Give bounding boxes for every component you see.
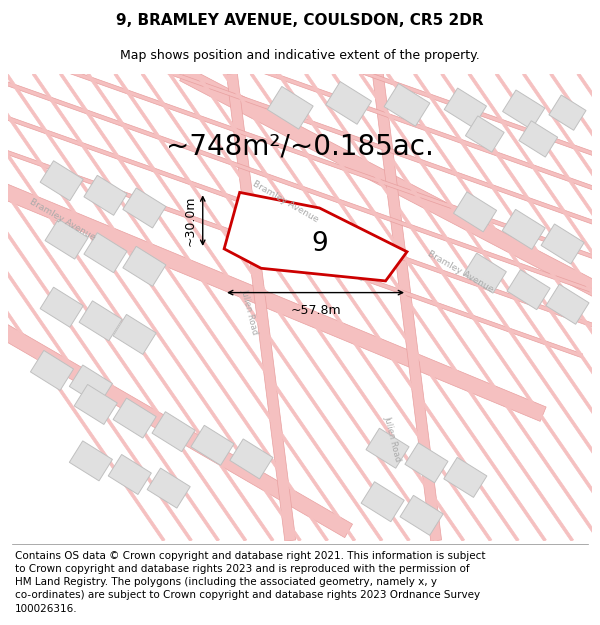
Polygon shape xyxy=(32,73,356,541)
Polygon shape xyxy=(0,72,600,299)
Polygon shape xyxy=(384,84,430,126)
Polygon shape xyxy=(444,458,487,498)
Polygon shape xyxy=(123,246,166,286)
Polygon shape xyxy=(541,224,584,264)
Polygon shape xyxy=(286,222,333,266)
Polygon shape xyxy=(0,174,546,421)
Polygon shape xyxy=(361,482,404,522)
Polygon shape xyxy=(5,73,328,541)
Polygon shape xyxy=(0,42,600,270)
Polygon shape xyxy=(550,73,600,541)
Polygon shape xyxy=(230,439,273,479)
Polygon shape xyxy=(84,232,127,272)
Text: Julien Road: Julien Road xyxy=(383,414,403,462)
Polygon shape xyxy=(87,73,410,541)
Polygon shape xyxy=(114,73,437,541)
Text: Julien Road: Julien Road xyxy=(239,288,260,336)
Polygon shape xyxy=(468,73,600,541)
Polygon shape xyxy=(386,73,600,541)
Polygon shape xyxy=(224,192,407,281)
Polygon shape xyxy=(519,121,557,157)
Polygon shape xyxy=(113,398,156,438)
Polygon shape xyxy=(405,442,448,483)
Polygon shape xyxy=(495,73,600,541)
Polygon shape xyxy=(84,176,127,216)
Polygon shape xyxy=(8,14,600,241)
Text: ~57.8m: ~57.8m xyxy=(290,304,341,318)
Polygon shape xyxy=(123,188,166,228)
Text: 9: 9 xyxy=(311,231,328,257)
Polygon shape xyxy=(40,161,83,201)
Polygon shape xyxy=(0,101,598,329)
Polygon shape xyxy=(45,219,88,259)
Polygon shape xyxy=(466,116,504,152)
Polygon shape xyxy=(0,73,220,541)
Polygon shape xyxy=(31,351,74,391)
Polygon shape xyxy=(152,412,195,452)
Polygon shape xyxy=(268,86,313,129)
Polygon shape xyxy=(79,301,122,341)
Polygon shape xyxy=(330,236,377,281)
Polygon shape xyxy=(0,73,165,541)
Polygon shape xyxy=(549,95,586,130)
Polygon shape xyxy=(444,88,487,127)
Text: Bramley Avenue: Bramley Avenue xyxy=(251,179,320,224)
Polygon shape xyxy=(277,73,600,541)
Text: Bramley Avenue: Bramley Avenue xyxy=(427,249,496,294)
Polygon shape xyxy=(196,73,519,541)
Text: Bramley Avenue: Bramley Avenue xyxy=(28,197,97,242)
Text: Map shows position and indicative extent of the property.: Map shows position and indicative extent… xyxy=(120,49,480,62)
Text: 9, BRAMLEY AVENUE, COULSDON, CR5 2DR: 9, BRAMLEY AVENUE, COULSDON, CR5 2DR xyxy=(116,13,484,28)
Polygon shape xyxy=(463,253,506,293)
Polygon shape xyxy=(59,73,383,541)
Polygon shape xyxy=(454,192,497,232)
Polygon shape xyxy=(0,130,583,358)
Polygon shape xyxy=(366,428,409,468)
Polygon shape xyxy=(546,284,589,324)
Polygon shape xyxy=(70,441,112,481)
Polygon shape xyxy=(227,73,296,541)
Text: ~30.0m: ~30.0m xyxy=(184,196,197,246)
Polygon shape xyxy=(223,73,547,541)
Polygon shape xyxy=(0,310,353,538)
Polygon shape xyxy=(400,496,443,536)
Polygon shape xyxy=(523,73,600,541)
Polygon shape xyxy=(305,73,600,541)
Polygon shape xyxy=(113,314,156,354)
Polygon shape xyxy=(577,73,600,541)
Polygon shape xyxy=(147,468,190,508)
Polygon shape xyxy=(40,287,83,328)
Polygon shape xyxy=(373,73,442,541)
Polygon shape xyxy=(141,73,464,541)
Polygon shape xyxy=(326,82,371,124)
Polygon shape xyxy=(179,67,600,304)
Polygon shape xyxy=(413,73,600,541)
Polygon shape xyxy=(441,73,600,541)
Polygon shape xyxy=(37,0,600,182)
Polygon shape xyxy=(169,73,492,541)
Polygon shape xyxy=(108,454,151,494)
Text: Contains OS data © Crown copyright and database right 2021. This information is : Contains OS data © Crown copyright and d… xyxy=(15,551,485,614)
Polygon shape xyxy=(0,73,274,541)
Polygon shape xyxy=(250,73,574,541)
Polygon shape xyxy=(22,0,600,212)
Polygon shape xyxy=(507,269,550,309)
Polygon shape xyxy=(70,365,112,405)
Polygon shape xyxy=(502,209,545,249)
Polygon shape xyxy=(359,73,600,541)
Polygon shape xyxy=(0,73,301,541)
Polygon shape xyxy=(191,425,234,465)
Text: ~748m²/~0.185ac.: ~748m²/~0.185ac. xyxy=(166,132,434,161)
Polygon shape xyxy=(74,384,117,424)
Polygon shape xyxy=(332,73,600,541)
Polygon shape xyxy=(0,73,192,541)
Polygon shape xyxy=(0,73,247,541)
Polygon shape xyxy=(503,90,545,129)
